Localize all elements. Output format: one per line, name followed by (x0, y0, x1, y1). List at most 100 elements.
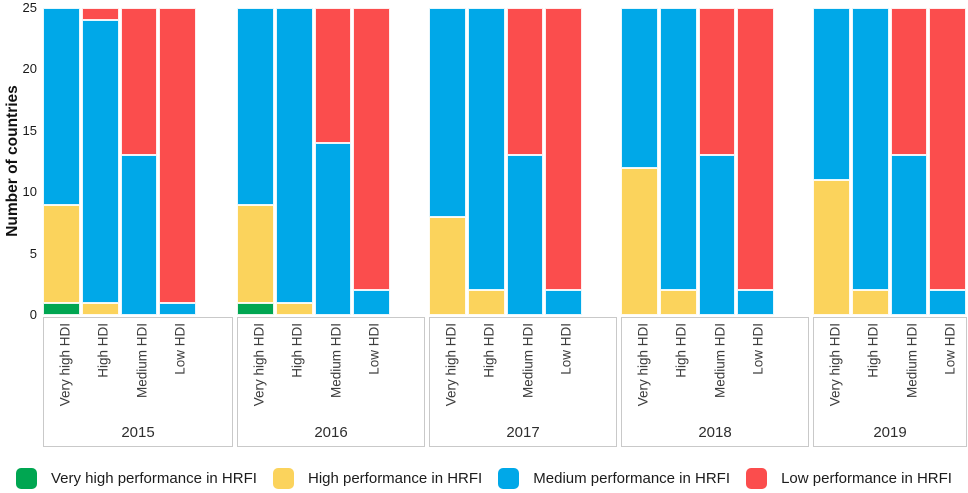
bar-medium-hdi (698, 8, 736, 315)
segment-medium (237, 8, 274, 205)
segment-low (506, 8, 544, 156)
y-axis-title: Number of countries (4, 85, 21, 237)
segment-high (621, 167, 658, 315)
category-label: Medium HDI (904, 323, 920, 399)
segment-medium (467, 8, 505, 291)
bar-high-hdi (81, 8, 119, 315)
segment-medium (159, 302, 196, 315)
segment-very-high (43, 302, 80, 315)
bar-medium-hdi (890, 8, 928, 315)
segment-medium (737, 290, 774, 315)
segment-high (429, 216, 466, 315)
segment-low (81, 8, 119, 21)
segment-medium (314, 143, 352, 315)
segment-low (120, 8, 158, 156)
facet-year-label: 2019 (873, 424, 907, 441)
segment-medium (929, 290, 966, 315)
category-label: Medium HDI (520, 323, 536, 399)
category-label: Medium HDI (712, 323, 728, 399)
facet-year-label: 2015 (121, 424, 155, 441)
segment-medium (43, 8, 80, 205)
high-performance-swatch (272, 468, 294, 489)
bar-very-high-hdi (813, 8, 850, 315)
segment-medium (275, 8, 313, 303)
segment-low (929, 8, 966, 291)
bar-medium-hdi (314, 8, 352, 315)
segment-very-high (237, 302, 274, 315)
facet-label-box: Very high HDI High HDI Medium HDI Low HDI 20… (43, 317, 233, 447)
segment-medium (890, 155, 928, 315)
segment-high (81, 302, 119, 315)
category-label: High HDI (865, 323, 881, 378)
facet-label-box: Very high HDI High HDI Medium HDI Low HDI 20… (429, 317, 617, 447)
legend-label: High performance in HRFI (307, 470, 483, 487)
bar-high-hdi (467, 8, 505, 315)
bar-low-hdi (929, 8, 966, 315)
segment-medium (353, 290, 390, 315)
y-tick-label: 5 (29, 245, 37, 261)
bar-low-hdi (159, 8, 196, 315)
segment-low (314, 8, 352, 144)
legend-label: Low performance in HRFI (781, 470, 952, 487)
bars-group (621, 8, 774, 315)
segment-medium (120, 155, 158, 315)
segment-high (467, 290, 505, 315)
segment-medium (429, 8, 466, 217)
segment-high (43, 204, 80, 303)
legend-label: Very high performance in HRFI (51, 470, 257, 487)
facet-year-label: 2016 (314, 424, 348, 441)
y-tick-label: 15 (22, 122, 37, 138)
category-label: Medium HDI (134, 323, 150, 399)
bars-group (429, 8, 582, 315)
segment-low (737, 8, 774, 291)
facet-2016: Very high HDI High HDI Medium HDI Low HDI 20… (237, 8, 425, 447)
category-label: Very high HDI (827, 323, 843, 407)
facet-2018: Very high HDI High HDI Medium HDI Low HDI 20… (621, 8, 809, 447)
medium-performance-swatch (498, 468, 520, 489)
category-label: Low HDI (366, 323, 382, 375)
segment-low (353, 8, 390, 291)
category-label: Very high HDI (635, 323, 651, 407)
category-label: High HDI (481, 323, 497, 378)
bar-medium-hdi (120, 8, 158, 315)
facet-2019: Very high HDI High HDI Medium HDI Low HDI 20… (813, 8, 967, 447)
segment-high (275, 302, 313, 315)
legend-label: Medium performance in HRFI (533, 470, 731, 487)
legend-item-low: Low performance in HRFI (746, 468, 952, 489)
category-label: Very high HDI (57, 323, 73, 407)
segment-medium (659, 8, 697, 291)
bar-low-hdi (353, 8, 390, 315)
bar-high-hdi (275, 8, 313, 315)
category-label: Low HDI (750, 323, 766, 375)
category-label: Medium HDI (328, 323, 344, 399)
bars-group (43, 8, 196, 315)
segment-high (237, 204, 274, 303)
stacked-bar-chart: Number of countries 0 5 10 15 20 25 Very high… (4, 0, 967, 447)
bar-very-high-hdi (429, 8, 466, 315)
segment-medium (698, 155, 736, 315)
segment-low (159, 8, 196, 303)
facet-label-box: Very high HDI High HDI Medium HDI Low HDI 20… (621, 317, 809, 447)
legend-item-very-high: Very high performance in HRFI (16, 468, 257, 489)
y-tick-label: 10 (22, 184, 37, 200)
bar-very-high-hdi (43, 8, 80, 315)
category-label: High HDI (289, 323, 305, 378)
legend-item-medium: Medium performance in HRFI (498, 468, 730, 489)
bar-low-hdi (545, 8, 582, 315)
segment-high (851, 290, 889, 315)
legend-item-high: High performance in HRFI (272, 468, 483, 489)
very-high-performance-swatch (16, 468, 37, 489)
bar-high-hdi (659, 8, 697, 315)
facet-row: Very high HDI High HDI Medium HDI Low HDI 20… (43, 8, 967, 447)
bar-high-hdi (851, 8, 889, 315)
segment-low (545, 8, 582, 291)
bars-group (813, 8, 966, 315)
category-label: High HDI (95, 323, 111, 378)
facet-label-box: Very high HDI High HDI Medium HDI Low HDI 20… (237, 317, 425, 447)
segment-medium (545, 290, 582, 315)
segment-medium (813, 8, 850, 180)
facet-2017: Very high HDI High HDI Medium HDI Low HDI 20… (429, 8, 617, 447)
facet-label-box: Very high HDI High HDI Medium HDI Low HDI 20… (813, 317, 967, 447)
y-tick-label: 25 (22, 0, 37, 15)
segment-high (659, 290, 697, 315)
